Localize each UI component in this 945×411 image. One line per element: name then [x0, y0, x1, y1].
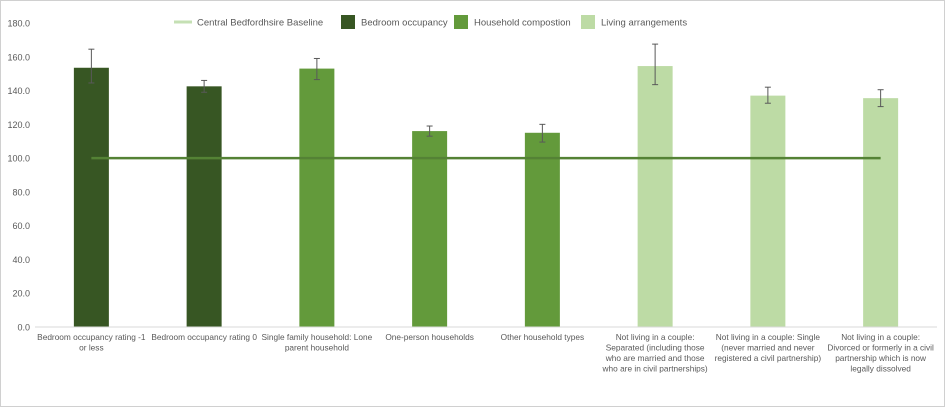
- x-tick-label-6-line-4: who are in civil partnerships): [602, 364, 708, 374]
- x-tick-label-1-line-2: or less: [79, 343, 103, 353]
- x-tick-label-4-line-1: One-person households: [385, 332, 474, 342]
- x-tick-label-1-line-1: Bedroom occupancy rating -1: [37, 332, 146, 342]
- bar-2: [186, 86, 222, 327]
- x-tick-label-3-line-1: Single family household: Lone: [262, 332, 373, 342]
- y-tick-label-6: 120.0: [7, 120, 30, 130]
- bar-1: [73, 67, 109, 327]
- y-tick-label-7: 140.0: [7, 86, 30, 96]
- legend-swatch-4: [581, 15, 595, 29]
- y-tick-label-2: 40.0: [12, 255, 30, 265]
- error-bars-layer: [88, 43, 884, 143]
- bar-3: [299, 68, 335, 327]
- x-tick-label-8-line-4: legally dissolved: [850, 364, 911, 374]
- bar-8: [863, 98, 899, 328]
- x-tick-label-6-line-3: who are married and those: [605, 353, 705, 363]
- legend-label-2: Bedroom occupancy: [361, 18, 448, 29]
- y-axis: 0.0 20.0 40.0 60.0 80.0 100.0 120.0 140.0 160.0 1…: [7, 19, 30, 333]
- bar-6: [637, 66, 673, 328]
- bars-layer: [73, 66, 899, 328]
- y-tick-label-5: 100.0: [7, 154, 30, 164]
- y-tick-label-9: 180.0: [7, 19, 30, 29]
- x-tick-label-8-line-1: Not living in a couple:: [841, 332, 920, 342]
- y-tick-label-3: 60.0: [12, 221, 30, 231]
- x-tick-label-5-line-1: Other household types: [501, 332, 584, 342]
- bar-7: [750, 95, 786, 327]
- bar-5: [524, 132, 560, 327]
- x-axis: Bedroom occupancy rating -1or less Bedroo…: [35, 326, 937, 374]
- x-tick-label-6-line-2: Separated (including those: [606, 343, 705, 353]
- x-tick-label-6-line-1: Not living in a couple:: [616, 332, 695, 342]
- x-tick-label-7-line-1: Not living in a couple: Single: [716, 332, 821, 342]
- legend-label-3: Household compostion: [474, 18, 571, 29]
- bar-4: [412, 131, 448, 327]
- y-tick-label-8: 160.0: [7, 52, 30, 62]
- x-tick-label-8-line-3: partnership which is now: [835, 353, 927, 363]
- legend-swatch-2: [341, 15, 355, 29]
- y-tick-label-1: 20.0: [12, 289, 30, 299]
- x-tick-label-8-line-2: Divorced or formerly in a civil: [827, 343, 934, 353]
- x-tick-label-7-line-2: (never married and never: [721, 343, 814, 353]
- legend-label-4: Living arrangements: [601, 18, 687, 29]
- x-tick-label-2-line-1: Bedroom occupancy rating 0: [151, 332, 257, 342]
- x-tick-label-7-line-3: registered a civil partnership): [715, 353, 822, 363]
- y-tick-label-4: 80.0: [12, 187, 30, 197]
- x-tick-label-3-line-2: parent household: [285, 343, 350, 353]
- legend-swatch-3: [454, 15, 468, 29]
- legend-label-1: Central Bedfordhsire Baseline: [197, 18, 323, 29]
- y-tick-label-0: 0.0: [17, 323, 30, 333]
- chart-legend: Central Bedfordhsire Baseline Bedroom occ…: [174, 15, 687, 29]
